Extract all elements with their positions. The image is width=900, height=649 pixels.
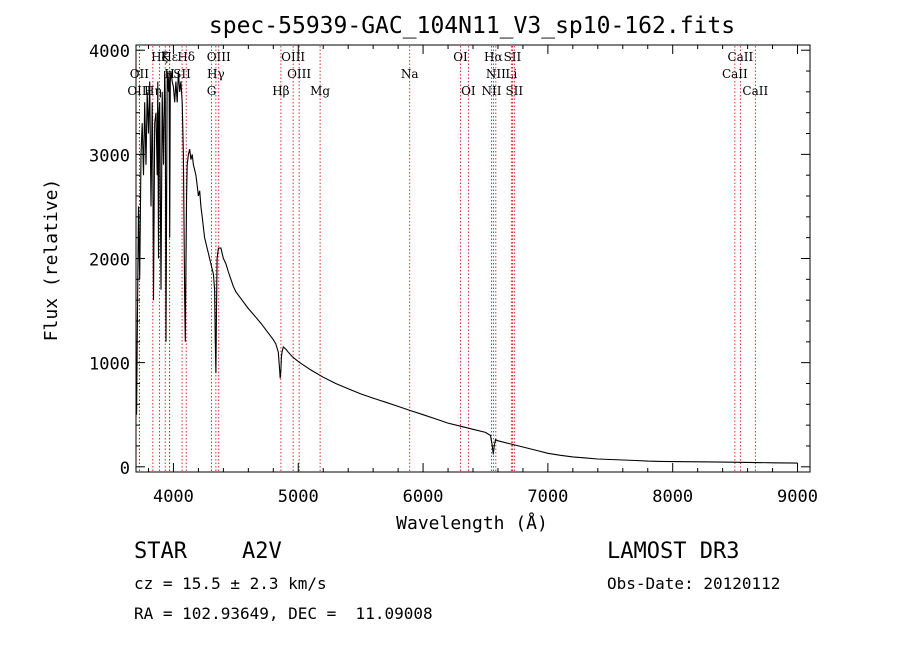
- subclass: A2V: [242, 539, 282, 564]
- line-marker-label-7: SII: [173, 67, 191, 81]
- line-marker-label-18: OI: [461, 84, 476, 98]
- line-marker-label-27: CaII: [742, 84, 768, 98]
- line-marker-label-9: OIII: [207, 50, 231, 64]
- line-marker-label-8: Hδ: [177, 50, 195, 64]
- x-tick-label-3: 7000: [527, 487, 568, 507]
- x-tick-label-2: 6000: [403, 487, 444, 507]
- x-axis-label: Wavelength (Å): [396, 512, 548, 534]
- line-marker-label-2: OIII: [127, 84, 151, 98]
- line-marker-label-14: OIII: [287, 67, 311, 81]
- line-marker-label-22: Li: [505, 67, 517, 81]
- line-markers: [138, 46, 756, 471]
- line-marker-label-23: NII: [481, 84, 501, 98]
- line-marker-label-11: G: [207, 84, 217, 98]
- line-marker-label-4: K: [161, 50, 171, 64]
- x-tick-label-5: 9000: [777, 487, 818, 507]
- y-tick-label-2: 2000: [89, 251, 130, 271]
- line-marker-label-21: NII: [486, 67, 506, 81]
- y-tick-label-4: 4000: [89, 42, 130, 62]
- survey-name: LAMOST DR3: [607, 539, 740, 564]
- line-marker-label-13: OIII: [281, 50, 305, 64]
- line-marker-label-15: Mg: [310, 84, 330, 98]
- line-marker-label-16: Na: [401, 67, 419, 81]
- coordinates: RA = 102.93649, DEC = 11.09008: [134, 604, 433, 623]
- y-axis-label: Flux (relative): [41, 179, 62, 342]
- object-type: STAR: [134, 539, 187, 564]
- line-marker-label-12: Hβ: [272, 84, 289, 98]
- y-axis-ticks: 0 1000 2000 3000 4000: [89, 42, 810, 479]
- spectrum-line: [135, 70, 798, 464]
- line-marker-label-17: OI: [453, 50, 468, 64]
- redshift-value: cz = 15.5 ± 2.3 km/s: [134, 574, 327, 593]
- plot-frame: [135, 44, 811, 473]
- y-tick-label-0: 0: [120, 459, 130, 479]
- chart-title: spec-55939-GAC_104N11_V3_sp10-162.fits: [209, 13, 735, 39]
- line-marker-label-26: CaII: [722, 67, 748, 81]
- line-marker-label-20: SII: [504, 50, 522, 64]
- line-marker-label-19: Hα: [484, 50, 503, 64]
- line-marker-label-1: OII: [130, 67, 150, 81]
- y-tick-label-1: 1000: [89, 355, 130, 375]
- line-marker-label-0: Hζ: [151, 50, 168, 64]
- line-marker-label-10: Hγ: [207, 67, 225, 81]
- x-tick-label-4: 8000: [652, 487, 693, 507]
- x-axis-ticks: 4000 5000 6000 7000 8000 9000: [147, 45, 818, 507]
- x-tick-label-0: 4000: [153, 487, 194, 507]
- line-marker-label-25: CaII: [727, 50, 753, 64]
- line-marker-label-24: SII: [505, 84, 523, 98]
- y-tick-label-3: 3000: [89, 146, 130, 166]
- observation-date: Obs-Date: 20120112: [607, 574, 781, 593]
- x-tick-label-1: 5000: [278, 487, 319, 507]
